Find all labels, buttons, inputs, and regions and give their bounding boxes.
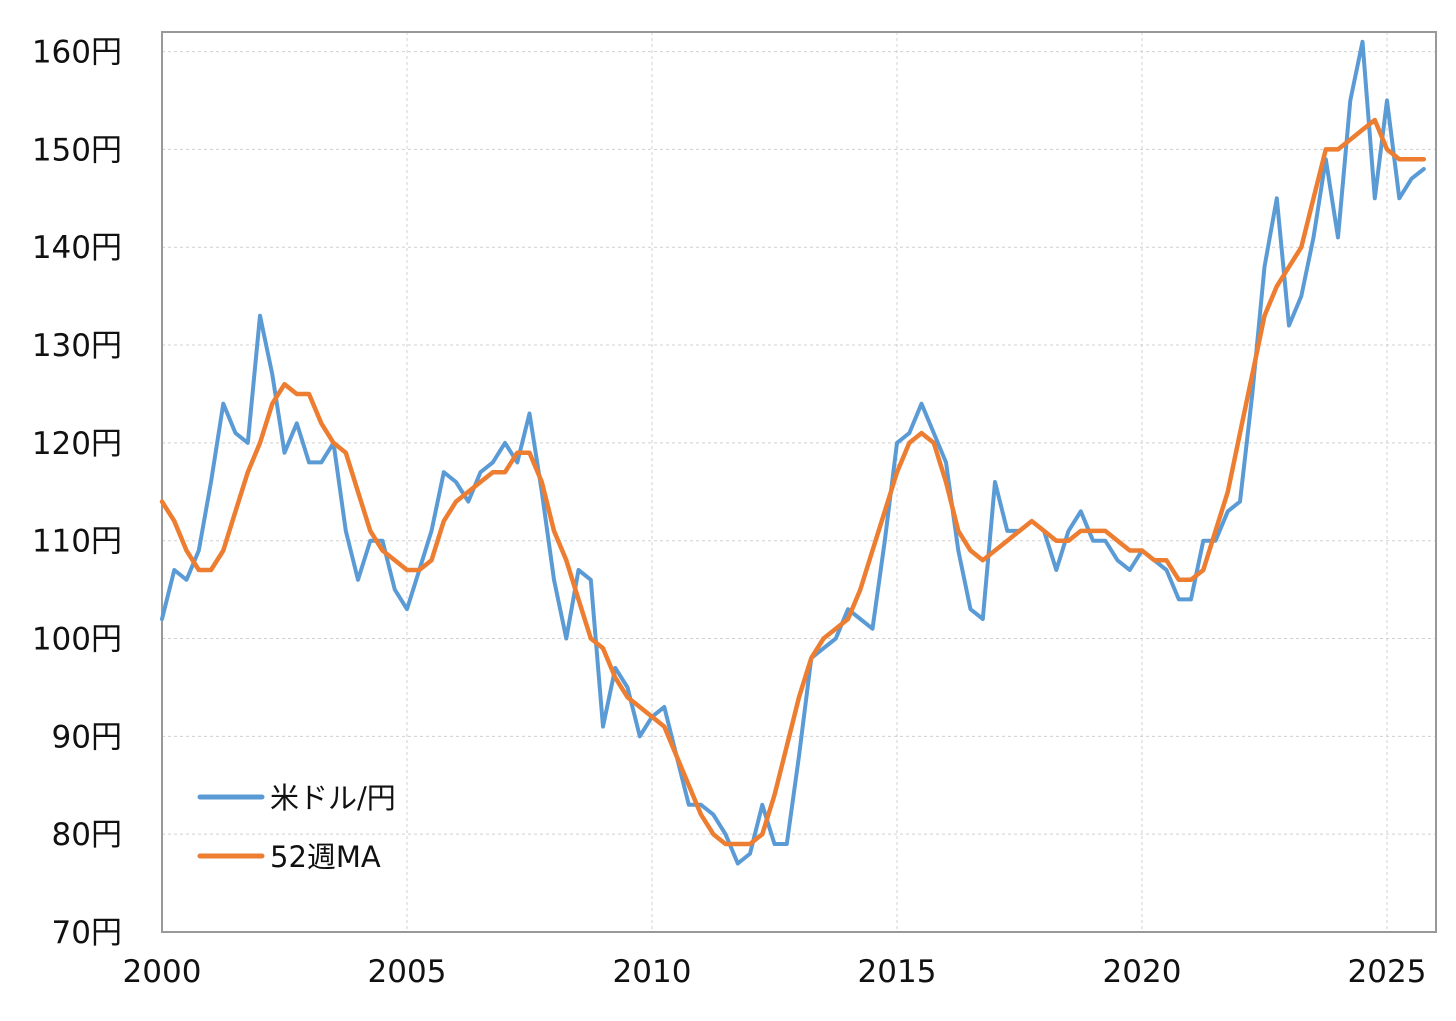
y-tick-label: 150円: [32, 132, 122, 168]
x-tick-label: 2020: [1103, 954, 1182, 990]
y-tick-label: 130円: [32, 328, 122, 364]
x-tick-label: 2000: [123, 954, 202, 990]
y-tick-label: 120円: [32, 426, 122, 462]
legend-label: 52週MA: [270, 840, 381, 874]
plot-frame: [161, 31, 1437, 933]
x-tick-label: 2015: [858, 954, 937, 990]
moving-average-series-line: [159, 117, 1427, 847]
y-tick-label: 70円: [52, 915, 122, 951]
y-tick-label: 80円: [52, 817, 122, 853]
x-tick-label: 2010: [613, 954, 692, 990]
x-tick-labels: 2000 2005 2010 2015 2020 2025: [123, 954, 1427, 990]
y-tick-label: 140円: [32, 230, 122, 266]
legend-label: 米ドル/円: [270, 781, 396, 815]
y-tick-label: 90円: [52, 719, 122, 755]
y-tick-label: 100円: [32, 622, 122, 658]
x-tick-label: 2025: [1348, 954, 1427, 990]
x-tick-label: 2005: [368, 954, 447, 990]
series-lines: [159, 39, 1427, 866]
axes: [161, 31, 1437, 933]
y-tick-label: 160円: [32, 35, 122, 71]
y-tick-labels: 70円 80円 90円 100円 110円 120円 130円 140円 150円 160円: [32, 35, 122, 951]
legend: 米ドル/円 52週MA: [197, 781, 396, 874]
y-tick-label: 110円: [32, 524, 122, 560]
